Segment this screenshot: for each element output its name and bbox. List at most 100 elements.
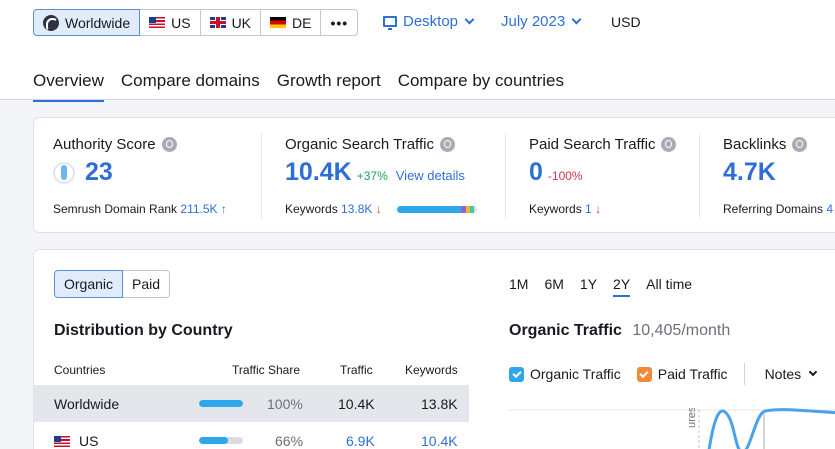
keywords-value: 13.8K	[421, 396, 458, 412]
tab-growth-report[interactable]: Growth report	[276, 71, 381, 90]
region-label: DE	[292, 14, 312, 31]
distribution-title: Distribution by Country	[54, 322, 233, 339]
organic-traffic-line	[707, 408, 835, 449]
arrow-down-icon: ↓	[595, 202, 602, 216]
region-uk-button[interactable]: UK	[200, 9, 262, 36]
backlinks-value[interactable]: 4.7K	[723, 158, 776, 186]
region-label: Worldwide	[65, 14, 131, 31]
referring-domains-value[interactable]: 4	[826, 202, 834, 216]
column-traffic-share[interactable]: Traffic Share	[232, 363, 301, 377]
organic-chart-title: Organic Traffic 10,405/month	[509, 322, 730, 340]
keywords-label: Keywords	[529, 202, 582, 216]
device-dropdown[interactable]: Desktop	[383, 13, 475, 30]
arrow-up-icon: ↑	[220, 202, 227, 216]
paid-toggle-button[interactable]: Paid	[123, 270, 171, 298]
domain-rank-label: Semrush Domain Rank	[53, 202, 178, 216]
table-row[interactable]: Worldwide 100% 10.4K 13.8K	[34, 385, 469, 422]
axis-fragment-label: ures	[686, 408, 698, 428]
column-countries: Countries	[54, 363, 106, 377]
info-icon[interactable]	[161, 137, 177, 152]
column-traffic[interactable]: Traffic	[340, 363, 373, 377]
period-all-time[interactable]: All time	[646, 276, 693, 292]
backlinks-label: Backlinks	[723, 136, 787, 153]
paid-search-value[interactable]: 0	[529, 158, 543, 186]
traffic-value: 10.4K	[338, 396, 375, 412]
organic-chart-subtitle: 10,405/month	[632, 322, 731, 339]
info-icon[interactable]	[661, 137, 677, 152]
us-flag-icon	[149, 17, 166, 28]
more-regions-button[interactable]: •••	[321, 9, 359, 36]
table-row[interactable]: US 66% 6.9K 10.4K	[34, 422, 469, 449]
de-flag-icon	[270, 17, 287, 28]
column-keywords[interactable]: Keywords	[405, 363, 458, 377]
domain-rank-value[interactable]: 211.5K	[180, 202, 218, 216]
divider	[261, 134, 262, 218]
organic-traffic-checkbox[interactable]: Organic Traffic	[509, 366, 621, 382]
traffic-value[interactable]: 6.9K	[346, 433, 375, 449]
tab-compare-domains[interactable]: Compare domains	[120, 71, 260, 90]
keywords-value[interactable]: 1	[585, 202, 592, 216]
period-6m[interactable]: 6M	[544, 276, 564, 292]
top-bar: Worldwide US UK DE ••• Desktop July 2023…	[0, 0, 835, 102]
organic-delta: +37%	[356, 169, 388, 183]
organic-search-value[interactable]: 10.4K	[285, 158, 352, 186]
checkbox-checked-icon	[636, 366, 652, 382]
traffic-share-value: 66%	[275, 433, 304, 449]
legend-label: Paid Traffic	[657, 366, 728, 382]
period-2y[interactable]: 2Y	[613, 276, 631, 297]
organic-toggle-button[interactable]: Organic	[54, 270, 124, 298]
traffic-card: Organic Paid 1M 6M 1Y 2Y All time Distri…	[33, 249, 835, 449]
notes-dropdown[interactable]: Notes	[764, 366, 818, 382]
backlinks-metric: Backlinks 4.7K	[723, 136, 808, 187]
keywords-value[interactable]: 10.4K	[421, 433, 458, 449]
arrow-down-icon: ↓	[375, 202, 382, 216]
tab-overview[interactable]: Overview	[33, 71, 104, 102]
chevron-down-icon	[571, 14, 582, 25]
info-icon[interactable]	[792, 137, 808, 152]
period-selector: 1M 6M 1Y 2Y All time	[509, 276, 708, 297]
traffic-share-value: 100%	[267, 396, 303, 412]
period-1y[interactable]: 1Y	[579, 276, 598, 292]
main-tabs: Overview Compare domains Growth report C…	[33, 71, 581, 102]
info-icon[interactable]	[439, 137, 455, 152]
divider	[505, 134, 506, 218]
more-icon: •••	[330, 14, 349, 31]
notes-label: Notes	[764, 366, 802, 382]
chart-legend: Organic Traffic Paid Traffic Notes	[509, 363, 818, 385]
region-worldwide-button[interactable]: Worldwide	[33, 9, 141, 36]
authority-score-value[interactable]: 23	[85, 158, 113, 186]
period-1m[interactable]: 1M	[509, 276, 529, 292]
tab-compare-by-countries[interactable]: Compare by countries	[397, 71, 565, 90]
chevron-down-icon	[464, 14, 475, 25]
traffic-share-bar	[199, 437, 243, 444]
uk-flag-icon	[209, 17, 226, 28]
desktop-icon	[383, 16, 397, 30]
region-label: US	[171, 14, 191, 31]
referring-domains-label: Referring Domains	[723, 202, 824, 216]
region-de-button[interactable]: DE	[261, 9, 322, 36]
region-label: UK	[231, 14, 252, 31]
metrics-card: Authority Score 23 Semrush Domain Rank 2…	[33, 117, 835, 233]
keywords-label: Keywords	[285, 202, 338, 216]
authority-score-label: Authority Score	[53, 136, 156, 153]
organic-search-metric: Organic Search Traffic 10.4K +37% View d…	[285, 136, 465, 187]
region-us-button[interactable]: US	[140, 9, 201, 36]
organic-chart-heading: Organic Traffic	[509, 322, 622, 339]
paid-traffic-checkbox[interactable]: Paid Traffic	[636, 366, 728, 382]
date-dropdown[interactable]: July 2023	[501, 13, 582, 30]
paid-search-metric: Paid Search Traffic 0 -100%	[529, 136, 677, 187]
us-flag-icon	[54, 435, 70, 447]
region-selector: Worldwide US UK DE •••	[33, 9, 359, 36]
authority-gauge-icon	[53, 161, 75, 184]
legend-label: Organic Traffic	[530, 366, 621, 382]
currency-label: USD	[611, 14, 641, 30]
divider	[743, 363, 745, 385]
country-name[interactable]: US	[79, 433, 99, 449]
authority-score-metric: Authority Score 23	[53, 136, 177, 187]
view-details-link[interactable]: View details	[395, 168, 465, 183]
traffic-type-toggle: Organic Paid	[54, 270, 171, 298]
organic-traffic-chart[interactable]: ures	[509, 408, 835, 449]
checkbox-checked-icon	[509, 366, 524, 382]
organic-search-label: Organic Search Traffic	[285, 136, 434, 153]
keywords-value[interactable]: 13.8K	[341, 202, 373, 216]
